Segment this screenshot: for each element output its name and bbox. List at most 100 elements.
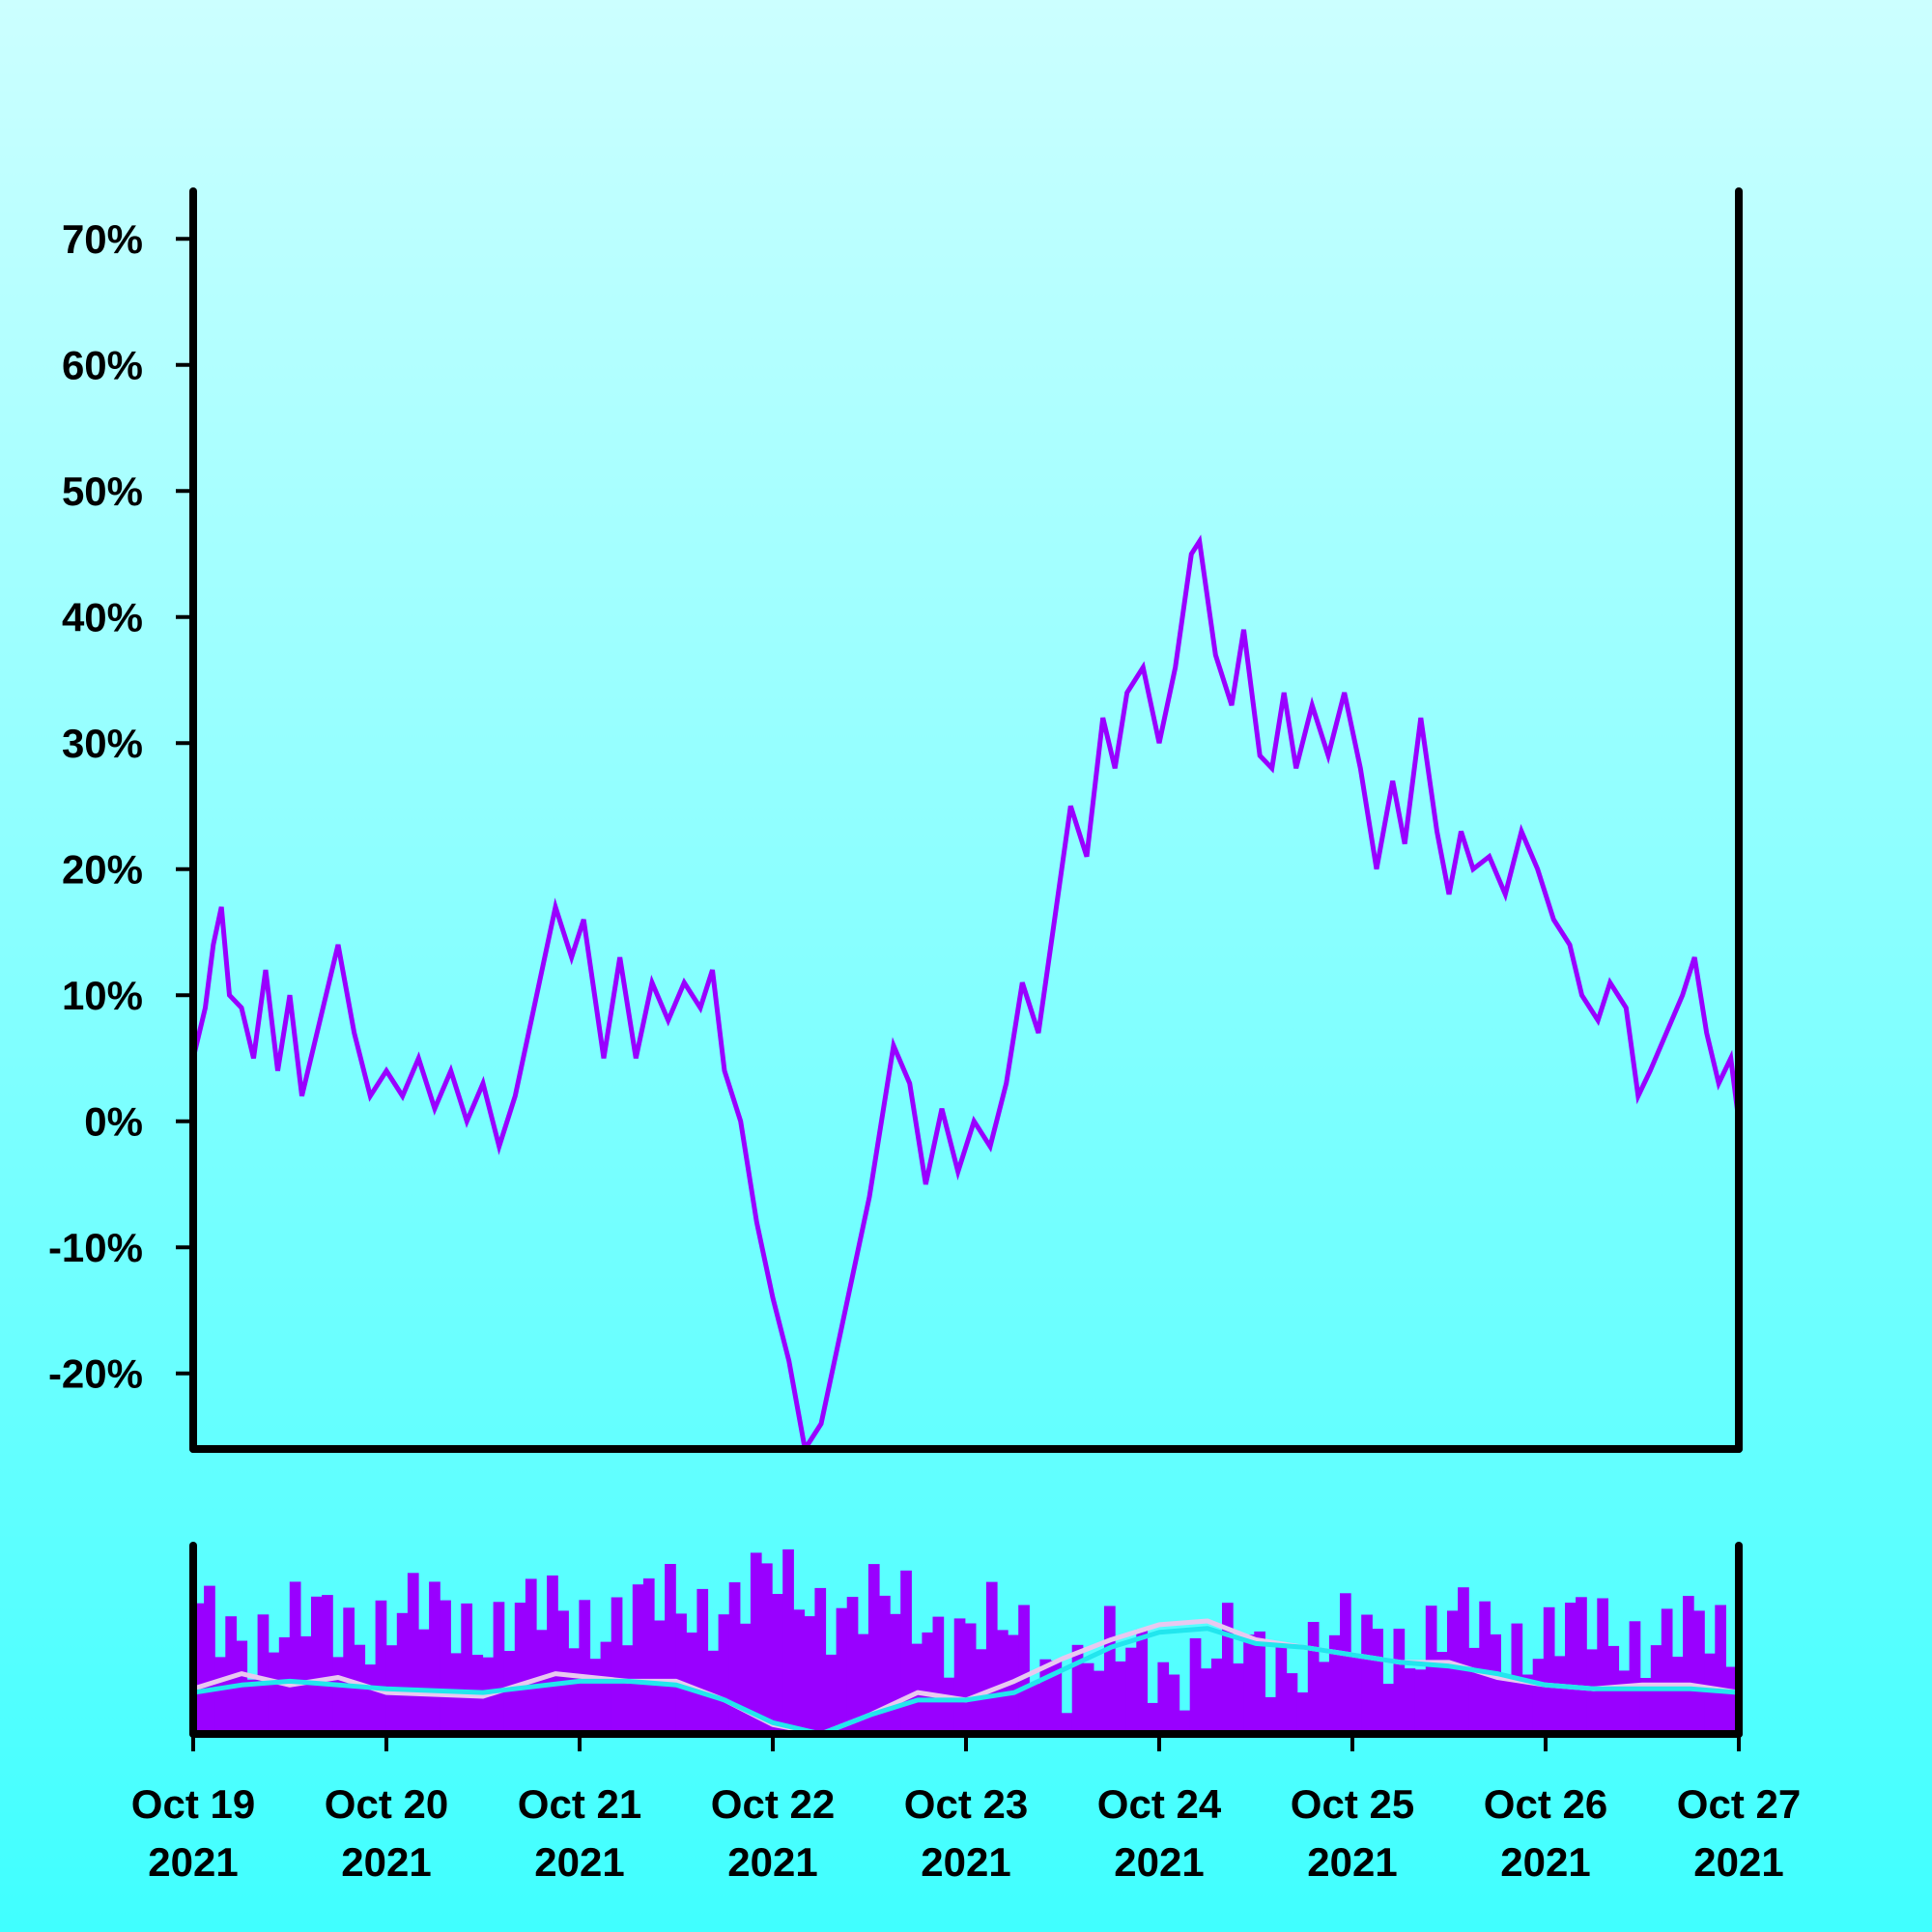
- volume-bar: [1435, 1652, 1448, 1734]
- volume-bar: [214, 1657, 226, 1734]
- y-axis-ticks: -20% -10% 0% 10% 20% 30% 40% 50% 60% 70%: [48, 216, 193, 1397]
- volume-bar: [1490, 1634, 1501, 1734]
- volume-bar: [1157, 1662, 1170, 1734]
- volume-bar: [1350, 1655, 1362, 1734]
- x-axis-ticks: Oct 19 2021 Oct 20 2021 Oct 21 2021 Oct 22 2021…: [131, 1734, 1801, 1885]
- volume-bar: [503, 1651, 516, 1734]
- volume-bar: [354, 1644, 366, 1734]
- x-tick-label-year: 2021: [727, 1839, 817, 1885]
- volume-bar: [1639, 1678, 1652, 1734]
- volume-bar: [1458, 1587, 1469, 1734]
- volume-bar: [857, 1634, 869, 1734]
- volume-bar: [707, 1650, 720, 1734]
- volume-bar: [1414, 1669, 1427, 1734]
- volume-bar: [1039, 1659, 1052, 1734]
- volume-bar: [1210, 1658, 1223, 1734]
- volume-bar: [985, 1581, 998, 1734]
- volume-bar: [825, 1654, 838, 1734]
- volume-bar: [396, 1612, 409, 1734]
- x-tick-label-year: 2021: [1307, 1839, 1397, 1885]
- volume-bar: [514, 1603, 526, 1734]
- volume-bar: [1553, 1656, 1566, 1734]
- volume-bar: [375, 1600, 387, 1734]
- y-tick-label: 70%: [62, 216, 143, 262]
- volume-bar: [750, 1552, 762, 1734]
- volume-bar: [1661, 1608, 1673, 1734]
- volume-bar: [911, 1643, 923, 1734]
- volume-bar: [1125, 1647, 1137, 1734]
- volume-bar: [1200, 1668, 1212, 1734]
- x-tick-label-date: Oct 26: [1484, 1781, 1607, 1827]
- volume-bar: [440, 1600, 451, 1734]
- volume-bar: [654, 1620, 666, 1734]
- x-tick-label-date: Oct 24: [1097, 1781, 1222, 1827]
- x-tick-label-year: 2021: [534, 1839, 624, 1885]
- y-tick-label: 20%: [62, 847, 143, 893]
- volume-bar: [429, 1581, 440, 1734]
- volume-bar: [193, 1603, 205, 1734]
- volume-bar: [922, 1632, 934, 1734]
- volume-bar: [579, 1600, 591, 1734]
- x-tick-label-date: Oct 20: [325, 1781, 448, 1827]
- volume-bar: [846, 1597, 859, 1734]
- volume-bar: [1018, 1605, 1030, 1734]
- volume-bar: [632, 1584, 644, 1734]
- volume-chart: Oct 19 2021 Oct 20 2021 Oct 21 2021 Oct 22 2021…: [131, 1542, 1801, 1885]
- volume-bar: [739, 1623, 752, 1734]
- volume-bar: [611, 1597, 623, 1734]
- x-tick-label-year: 2021: [1693, 1839, 1783, 1885]
- volume-bar: [867, 1564, 880, 1734]
- y-tick-label: 60%: [62, 343, 143, 388]
- volume-bar: [1286, 1673, 1298, 1734]
- volume-bar: [696, 1588, 709, 1734]
- volume-bar: [675, 1613, 687, 1734]
- volume-bar: [1629, 1621, 1641, 1734]
- x-tick-label-date: Oct 19: [131, 1781, 255, 1827]
- volume-bar: [299, 1635, 312, 1734]
- volume-bar: [1393, 1629, 1406, 1734]
- volume-bar: [1029, 1684, 1040, 1734]
- y-tick-label: 40%: [62, 595, 143, 640]
- x-tick-label-year: 2021: [1500, 1839, 1590, 1885]
- volume-bar: [1082, 1662, 1094, 1734]
- volume-bar: [1318, 1662, 1330, 1734]
- volume-bar: [311, 1596, 323, 1734]
- volume-bar: [1254, 1631, 1265, 1734]
- volume-bar: [1275, 1646, 1288, 1734]
- volume-bar: [493, 1602, 505, 1734]
- volume-bar: [1532, 1659, 1545, 1734]
- volume-bar: [1361, 1614, 1373, 1734]
- volume-bars: [193, 1548, 1739, 1734]
- volume-bar: [600, 1641, 612, 1734]
- volume-bar: [621, 1645, 634, 1734]
- y-tick-label: -10%: [48, 1225, 143, 1270]
- price-series-line-0: [193, 534, 1739, 1449]
- x-tick-label-year: 2021: [921, 1839, 1010, 1885]
- volume-bar: [364, 1664, 377, 1734]
- volume-bar: [836, 1607, 848, 1734]
- price-axes: [189, 187, 1743, 1453]
- x-tick-label-date: Oct 21: [518, 1781, 641, 1827]
- volume-bar: [1307, 1622, 1320, 1734]
- volume-bar: [1008, 1634, 1019, 1734]
- volume-bar: [1147, 1702, 1158, 1734]
- volume-bar: [953, 1618, 966, 1734]
- volume-bar: [1425, 1605, 1437, 1734]
- volume-bar: [1586, 1649, 1598, 1734]
- y-tick-label: 0%: [84, 1099, 143, 1145]
- volume-bar: [1576, 1597, 1587, 1734]
- volume-bar: [1382, 1684, 1395, 1734]
- x-tick-label-year: 2021: [1114, 1839, 1204, 1885]
- x-tick-label-date: Oct 25: [1291, 1781, 1414, 1827]
- volume-bar: [1264, 1696, 1277, 1734]
- volume-bar: [1104, 1605, 1116, 1734]
- volume-bar: [1233, 1663, 1244, 1734]
- volume-bar: [814, 1587, 827, 1734]
- volume-bar: [1328, 1634, 1341, 1734]
- volume-bar: [407, 1573, 419, 1734]
- volume-bar: [900, 1570, 912, 1734]
- volume-bar: [536, 1630, 548, 1734]
- volume-bar: [804, 1616, 815, 1734]
- volume-bar: [1136, 1629, 1148, 1734]
